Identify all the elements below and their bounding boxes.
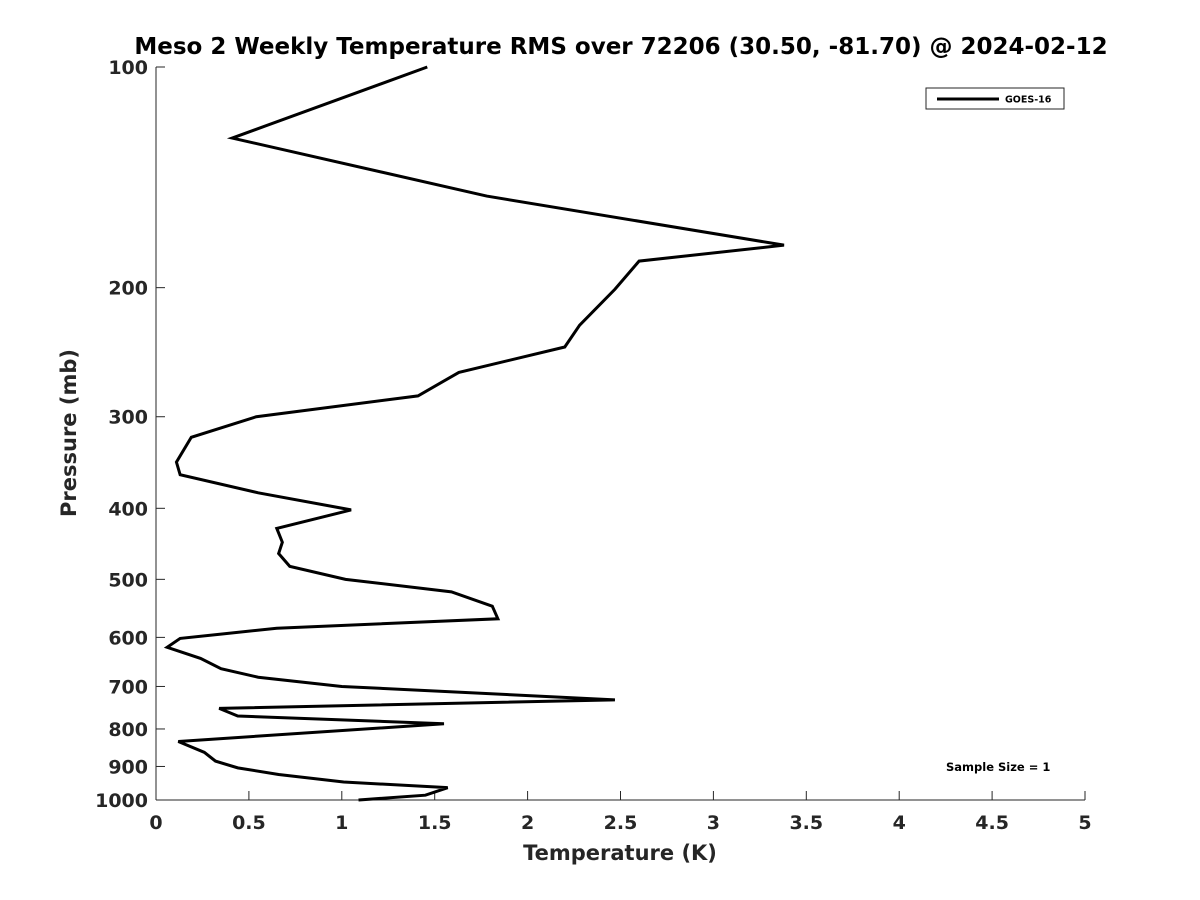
x-tick-label: 4.5 [975, 812, 1009, 834]
series-layer [163, 65, 785, 802]
series-line-goes-16 [163, 65, 785, 802]
y-tick-label: 500 [108, 569, 148, 591]
y-tick-label: 300 [108, 407, 148, 429]
sample-size-annotation: Sample Size = 1 [946, 760, 1050, 774]
x-tick-label: 4 [893, 812, 906, 834]
x-tick-label: 2.5 [604, 812, 638, 834]
y-tick-label: 200 [108, 278, 148, 300]
y-tick-label: 100 [108, 57, 148, 79]
y-tick-label: 600 [108, 627, 148, 649]
x-tick-label: 0.5 [232, 812, 266, 834]
x-axis-label: Temperature (K) [523, 841, 717, 865]
y-tick-label: 1000 [95, 790, 148, 812]
y-tick-label: 800 [108, 719, 148, 741]
y-axis-ticks: 100 200 300 400 500 600 700 800 900 1000 [95, 57, 165, 812]
y-tick-label: 700 [108, 676, 148, 698]
x-tick-label: 1.5 [418, 812, 452, 834]
x-tick-label: 5 [1078, 812, 1091, 834]
x-tick-label: 3 [707, 812, 720, 834]
x-tick-label: 1 [335, 812, 348, 834]
y-tick-label: 900 [108, 756, 148, 778]
x-tick-label: 0 [149, 812, 162, 834]
legend-label: GOES-16 [1005, 95, 1052, 106]
chart-title: Meso 2 Weekly Temperature RMS over 72206… [134, 34, 1107, 60]
y-tick-label: 400 [108, 498, 148, 520]
y-axis-label: Pressure (mb) [57, 349, 81, 517]
x-tick-label: 3.5 [789, 812, 823, 834]
x-tick-label: 2 [521, 812, 534, 834]
legend: GOES-16 [925, 87, 1065, 110]
x-axis-ticks: 0 0.5 1 1.5 2 2.5 3 3.5 4 4.5 5 [149, 791, 1092, 834]
